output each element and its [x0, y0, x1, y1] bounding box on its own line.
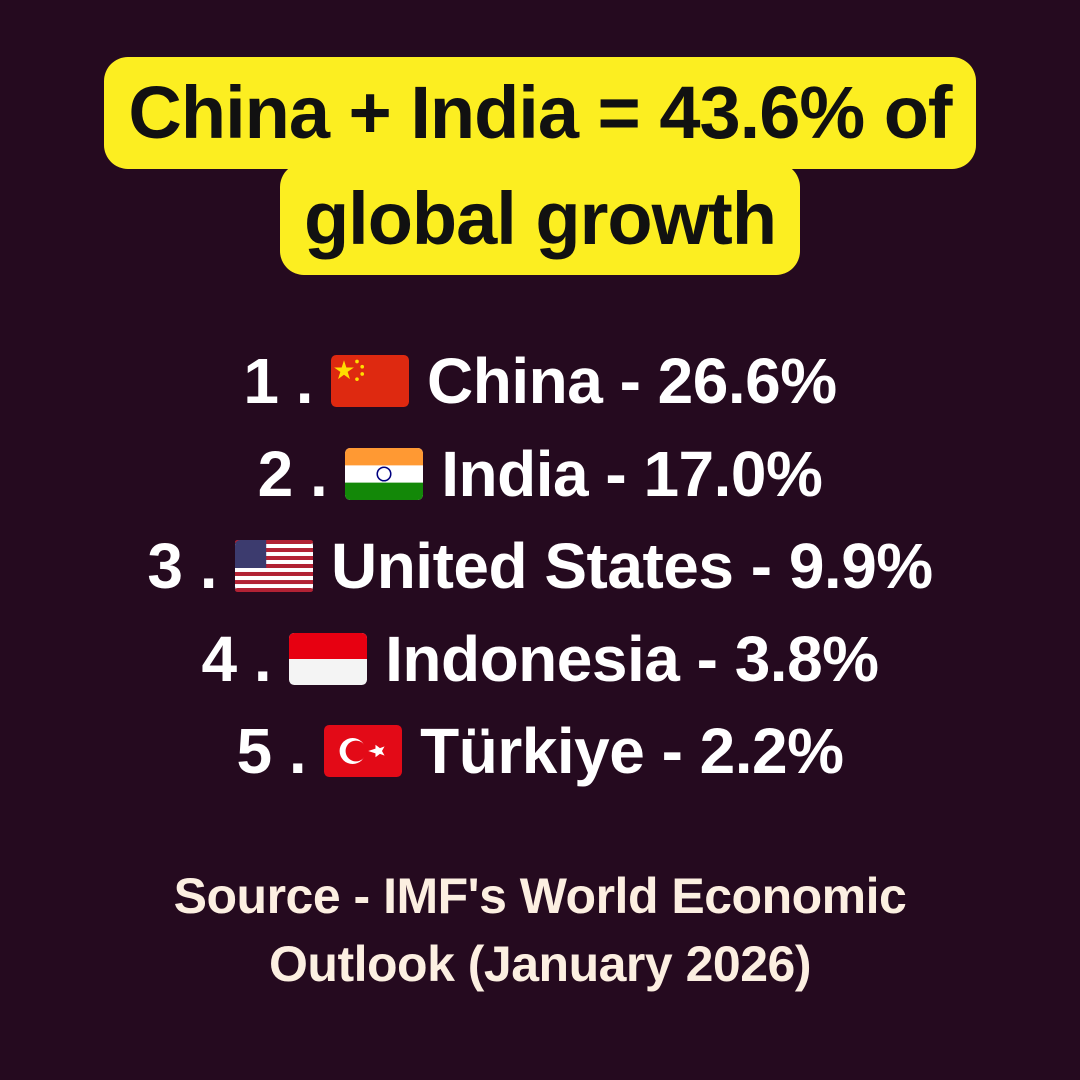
country-share: United States - 9.9% [330, 530, 933, 603]
source-line: Source - IMF's World Economic [173, 868, 907, 924]
ranking-list: 1 . China - 26.6% 2 . India - 17.0% 3 . … [0, 335, 1080, 798]
rank: 3 . [147, 530, 217, 603]
title-line: China + India = 43.6% of [104, 57, 976, 169]
flag-india [345, 447, 424, 500]
list-row: 1 . China - 26.6% [0, 335, 1080, 428]
flag-china [331, 355, 410, 408]
rank: 2 . [257, 437, 328, 510]
list-row: 3 . United States - 9.9% [0, 520, 1080, 613]
flag-indonesia [289, 632, 368, 685]
flag-usa [234, 540, 313, 593]
title-block: China + India = 43.6% of global growth [0, 57, 1080, 275]
list-row: 2 . India - 17.0% [0, 428, 1080, 521]
source-line: Outlook (January 2026) [269, 936, 811, 992]
country-share: China - 26.6% [427, 345, 837, 418]
rank: 1 . [243, 345, 314, 418]
country-share: Türkiye - 2.2% [420, 715, 844, 788]
flag-turkiye [324, 725, 403, 778]
country-share: Indonesia - 3.8% [385, 622, 879, 695]
title-line: global growth [279, 163, 801, 275]
source-note: Source - IMF's World Economic Outlook (J… [0, 862, 1080, 998]
country-share: India - 17.0% [441, 437, 823, 510]
list-row: 5 . Türkiye - 2.2% [0, 705, 1080, 798]
rank: 4 . [201, 622, 272, 695]
rank: 5 . [236, 715, 307, 788]
list-row: 4 . Indonesia - 3.8% [0, 613, 1080, 706]
